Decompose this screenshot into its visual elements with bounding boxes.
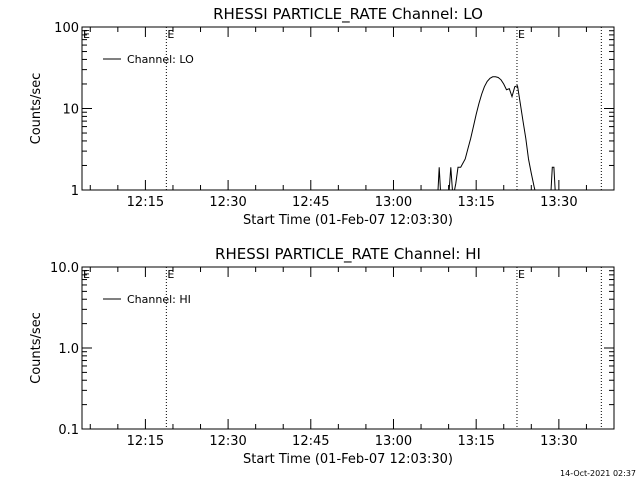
hi-event-marker-label: E [167,268,174,281]
hi-x-axis-label: Start Time (01-Feb-07 12:03:30) [243,452,453,467]
lo-x-tick-label: 12:30 [209,195,246,210]
lo-y-axis-label: Counts/sec [29,73,44,145]
lo-y-tick-label: 100 [54,21,79,36]
hi-x-tick-label: 12:15 [127,434,164,449]
lo-chart-title: RHESSI PARTICLE_RATE Channel: LO [213,5,483,24]
lo-x-tick-label: 12:45 [292,195,329,210]
lo-x-axis-label: Start Time (01-Feb-07 12:03:30) [243,213,453,228]
lo-x-tick-label: 13:15 [457,195,494,210]
hi-event-marker-label-left: E [83,268,90,281]
lo-y-tick-label: 10 [62,103,79,118]
hi-event-marker-label: E [518,268,525,281]
lo-series-line [437,76,556,190]
lo-x-tick-label: 13:30 [540,195,577,210]
footer-timestamp: 14-Oct-2021 02:37 [560,469,636,478]
hi-legend-label: Channel: HI [127,293,191,306]
lo-x-tick-label: 13:00 [375,195,412,210]
lo-event-marker-label: E [167,28,174,41]
lo-legend-label: Channel: LO [127,53,194,66]
hi-x-tick-label: 12:30 [209,434,246,449]
lo-event-marker-label: E [518,28,525,41]
lo-y-tick-label: 1 [71,184,79,199]
hi-y-tick-label: 10.0 [50,261,79,276]
hi-y-tick-label: 0.1 [58,423,79,438]
hi-x-tick-label: 13:30 [540,434,577,449]
hi-x-tick-label: 13:00 [375,434,412,449]
hi-y-axis-label: Counts/sec [29,312,44,384]
hi-chart-title: RHESSI PARTICLE_RATE Channel: HI [215,245,481,264]
hi-x-tick-label: 13:15 [457,434,494,449]
hi-x-tick-label: 12:45 [292,434,329,449]
hi-y-tick-label: 1.0 [58,342,79,357]
lo-event-marker-label-left: E [83,28,90,41]
lo-x-tick-label: 12:15 [127,195,164,210]
